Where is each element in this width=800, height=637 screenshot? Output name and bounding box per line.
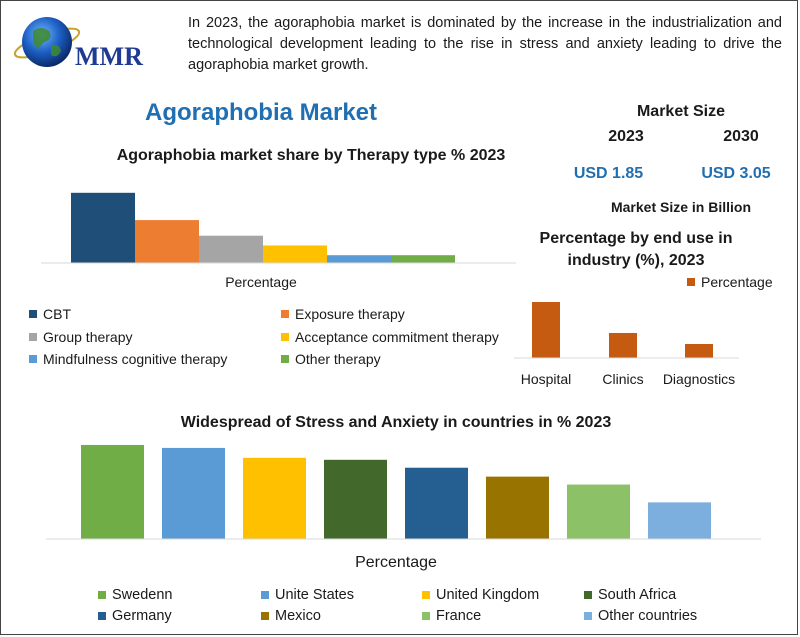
therapy-legend-label-1: Exposure therapy: [295, 306, 405, 322]
enduse-legend-item: Percentage: [687, 274, 773, 290]
therapy-bar-3: [263, 245, 327, 263]
legend-swatch: [422, 612, 430, 620]
therapy-bar-1: [135, 220, 199, 263]
stress-legend-label-4: Germany: [112, 608, 172, 624]
therapy-bar-2: [199, 235, 263, 263]
therapy-legend-item-4: Mindfulness cognitive therapy: [29, 351, 227, 367]
stress-bar-2: [243, 457, 306, 539]
legend-swatch: [29, 355, 37, 363]
therapy-legend-label-4: Mindfulness cognitive therapy: [43, 351, 228, 367]
stress-chart-title: Widespread of Stress and Anxiety in coun…: [180, 414, 612, 431]
stress-legend-item-1: Unite States: [261, 587, 354, 603]
enduse-bar-0: [532, 302, 560, 358]
legend-swatch: [261, 591, 269, 599]
stress-bar-0: [81, 444, 144, 539]
legend-swatch: [98, 612, 106, 620]
market-size-unit: Market Size in Billion: [610, 199, 752, 215]
stress-legend-label-5: Mexico: [275, 608, 321, 624]
legend-swatch: [281, 333, 289, 341]
therapy-chart-xlabel: Percentage: [225, 274, 297, 290]
legend-swatch: [281, 355, 289, 363]
stress-legend-item-5: Mexico: [261, 608, 321, 624]
stress-chart-xlabel: Percentage: [355, 554, 437, 571]
therapy-chart-title: Agoraphobia market share by Therapy type…: [116, 147, 506, 164]
therapy-legend-item-1: Exposure therapy: [281, 306, 405, 322]
market-size-year-2030: 2030: [723, 128, 759, 145]
therapy-bar-4: [327, 255, 391, 263]
stress-legend-item-6: France: [422, 608, 481, 624]
therapy-legend-item-3: Acceptance commitment therapy: [281, 329, 499, 345]
legend-swatch: [584, 612, 592, 620]
mmr-logo: MMR: [13, 17, 143, 71]
globe-continent-icon: [33, 28, 61, 57]
therapy-bar-0: [71, 192, 135, 263]
enduse-chart-title: Percentage by end use in industry (%), 2…: [539, 230, 733, 269]
legend-swatch: [687, 278, 695, 286]
market-size-value-2030: USD 3.05: [701, 165, 771, 182]
therapy-legend-item-2: Group therapy: [29, 329, 133, 345]
legend-swatch: [281, 310, 289, 318]
stress-legend-label-3: South Africa: [598, 587, 677, 603]
market-size-year-2023: 2023: [608, 128, 644, 145]
stress-legend-label-7: Other countries: [598, 608, 698, 624]
stress-bar-1: [162, 447, 225, 539]
therapy-legend-item-5: Other therapy: [281, 351, 381, 367]
stress-legend-label-0: Swedenn: [112, 587, 173, 603]
stress-legend-label-1: Unite States: [275, 587, 354, 603]
enduse-legend-label: Percentage: [701, 274, 773, 290]
legend-swatch: [261, 612, 269, 620]
market-size-heading: Market Size: [636, 103, 726, 120]
therapy-legend-label-2: Group therapy: [43, 329, 133, 345]
legend-swatch: [98, 591, 106, 599]
stress-bar-6: [567, 484, 630, 539]
stress-legend-item-3: South Africa: [584, 587, 676, 603]
therapy-legend-label-3: Acceptance commitment therapy: [295, 329, 499, 345]
stress-legend-item-4: Germany: [98, 608, 172, 624]
stress-bar-5: [486, 476, 549, 539]
stress-bar-7: [648, 502, 711, 539]
enduse-bar-2: [685, 344, 713, 358]
therapy-bar-5: [391, 255, 455, 263]
globe-icon: [22, 17, 72, 67]
market-size-value-2023: USD 1.85: [573, 165, 644, 182]
stress-legend-item-2: United Kingdom: [422, 587, 539, 603]
enduse-bar-1: [609, 333, 637, 358]
stress-bar-4: [405, 467, 468, 539]
therapy-legend-label-5: Other therapy: [295, 351, 381, 367]
legend-swatch: [584, 591, 592, 599]
stress-legend-item-7: Other countries: [584, 608, 697, 624]
stress-legend-item-0: Swedenn: [98, 587, 172, 603]
legend-swatch: [29, 310, 37, 318]
therapy-legend-item-0: CBT: [29, 306, 71, 322]
stress-bar-3: [324, 459, 387, 539]
logo-text: MMR: [75, 42, 143, 71]
enduse-tick-label-2: Diagnostics: [663, 371, 735, 387]
legend-swatch: [422, 591, 430, 599]
intro-paragraph: In 2023, the agoraphobia market is domin…: [188, 15, 782, 73]
stress-legend-label-6: France: [436, 608, 482, 624]
enduse-tick-label-0: Hospital: [521, 371, 572, 387]
stress-legend-label-2: United Kingdom: [436, 587, 540, 603]
enduse-tick-label-1: Clinics: [602, 371, 643, 387]
main-title: Agoraphobia Market: [144, 99, 378, 126]
therapy-legend-label-0: CBT: [43, 306, 71, 322]
legend-swatch: [29, 333, 37, 341]
